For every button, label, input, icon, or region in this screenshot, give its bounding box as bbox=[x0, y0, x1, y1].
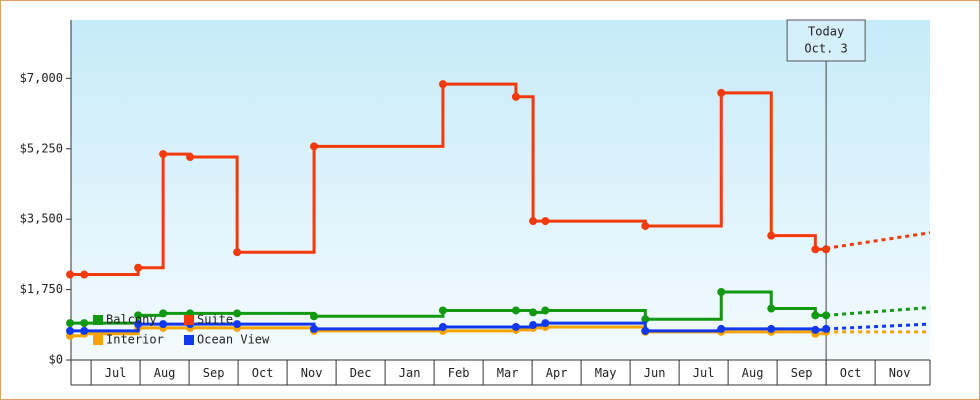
x-tick-label: Jul bbox=[105, 366, 127, 380]
legend-swatch bbox=[184, 335, 194, 345]
price-line bbox=[70, 82, 827, 277]
legend-label: Ocean View bbox=[197, 333, 270, 347]
y-tick-label: $3,500 bbox=[20, 212, 63, 226]
price-point bbox=[80, 270, 89, 279]
x-tick-label: Jul bbox=[693, 366, 715, 380]
legend-swatch bbox=[184, 315, 194, 325]
price-point bbox=[529, 321, 538, 330]
price-point bbox=[159, 320, 168, 329]
legend-swatch bbox=[93, 335, 103, 345]
price-point bbox=[80, 326, 89, 335]
price-point bbox=[134, 311, 143, 320]
y-tick-label: $1,750 bbox=[20, 282, 63, 296]
price-point bbox=[310, 324, 319, 333]
plot-background bbox=[71, 20, 930, 360]
x-tick-label: Mar bbox=[497, 366, 519, 380]
forecast-line bbox=[825, 231, 931, 250]
price-point bbox=[134, 263, 143, 272]
price-point bbox=[541, 217, 550, 226]
price-point bbox=[511, 306, 520, 315]
price-point bbox=[541, 319, 550, 328]
price-point bbox=[310, 312, 319, 321]
price-point bbox=[233, 309, 242, 318]
forecast-line bbox=[826, 306, 931, 317]
price-point bbox=[66, 319, 75, 328]
price-point bbox=[80, 319, 89, 328]
price-point bbox=[822, 311, 831, 320]
price-point bbox=[717, 288, 726, 296]
x-tick-label: Apr bbox=[546, 366, 568, 380]
x-tick-label: Oct bbox=[840, 366, 862, 380]
legend-label: Suite bbox=[197, 313, 233, 327]
today-label: Today bbox=[808, 25, 844, 39]
price-point bbox=[641, 326, 650, 335]
price-point bbox=[233, 248, 242, 257]
y-tick-label: $0 bbox=[49, 353, 63, 367]
x-tick-label: Dec bbox=[350, 366, 372, 380]
price-point bbox=[717, 324, 726, 333]
x-tick-label: Feb bbox=[448, 366, 470, 380]
price-point bbox=[529, 217, 538, 226]
price-point bbox=[641, 315, 650, 324]
y-tick-label: $5,250 bbox=[20, 141, 63, 155]
y-tick-label: $7,000 bbox=[20, 71, 63, 85]
price-point bbox=[529, 308, 538, 317]
price-point bbox=[811, 311, 820, 320]
today-box bbox=[786, 19, 866, 62]
x-tick-label: Sep bbox=[203, 366, 225, 380]
price-point bbox=[66, 326, 75, 335]
price-point bbox=[186, 153, 195, 162]
today-label: Oct. 3 bbox=[804, 42, 847, 56]
price-point bbox=[134, 320, 143, 329]
price-point bbox=[438, 322, 447, 331]
x-tick-label: Oct bbox=[252, 366, 274, 380]
price-point bbox=[511, 92, 520, 101]
forecast-line bbox=[826, 322, 931, 331]
price-point bbox=[822, 324, 831, 333]
price-point bbox=[159, 309, 168, 318]
legend-label: Interior bbox=[106, 333, 164, 347]
price-point bbox=[641, 221, 650, 230]
price-point bbox=[811, 325, 820, 334]
price-point bbox=[310, 142, 319, 151]
price-point bbox=[511, 322, 520, 331]
price-point bbox=[717, 88, 726, 97]
price-point bbox=[822, 245, 831, 254]
price-point bbox=[767, 304, 776, 313]
x-tick-label: Nov bbox=[301, 366, 323, 380]
legend-swatch bbox=[93, 315, 103, 325]
price-point bbox=[541, 306, 550, 315]
x-tick-label: May bbox=[595, 366, 617, 380]
x-tick-label: Sep bbox=[791, 366, 813, 380]
price-point bbox=[66, 270, 75, 279]
price-point bbox=[159, 150, 168, 159]
x-tick-label: Nov bbox=[889, 366, 911, 380]
price-point bbox=[233, 320, 242, 329]
price-point bbox=[767, 231, 776, 240]
legend-label: Balcony bbox=[106, 313, 157, 327]
price-point bbox=[767, 324, 776, 333]
x-tick-label: Aug bbox=[154, 366, 176, 380]
price-point bbox=[811, 245, 820, 254]
x-tick-label: Jun bbox=[644, 366, 666, 380]
price-point bbox=[438, 80, 447, 89]
price-point bbox=[438, 306, 447, 315]
x-tick-label: Aug bbox=[742, 366, 764, 380]
x-tick-label: Jan bbox=[399, 366, 421, 380]
